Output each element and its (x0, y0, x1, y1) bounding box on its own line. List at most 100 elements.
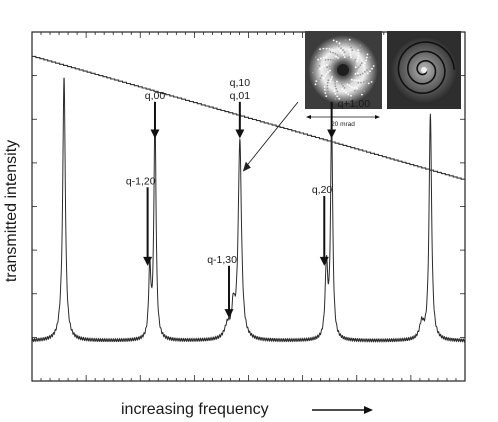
speckle (359, 64, 362, 67)
speckle (341, 52, 344, 54)
speckle (336, 90, 339, 93)
speckle (365, 59, 367, 62)
speckle (353, 61, 356, 63)
speckle (350, 78, 353, 81)
speckle (342, 49, 344, 51)
inset-pointer-arrow-icon (242, 161, 251, 172)
speckle (366, 56, 368, 59)
speckle (322, 47, 325, 50)
speckle (360, 62, 363, 65)
arrow-head-icon (150, 129, 160, 139)
speckle (338, 97, 341, 100)
annotation-arrow (143, 187, 153, 266)
speckle (354, 69, 356, 71)
speckle (351, 49, 354, 51)
annotation-arrow (319, 196, 329, 266)
speckle (327, 90, 329, 93)
speckle (349, 98, 352, 100)
annotation-label: q+1,00 (338, 98, 371, 110)
inset-scale-bar: 20 mrad (306, 115, 380, 128)
scale-bar-label: 20 mrad (331, 121, 355, 128)
speckle (350, 94, 352, 97)
speckle (343, 56, 346, 58)
speckle (331, 48, 334, 51)
speckle (330, 71, 333, 73)
speckle (357, 74, 359, 77)
annotation-label: q,20 (312, 184, 333, 196)
frequency-ramp-line (32, 55, 466, 181)
speckle (343, 87, 346, 89)
speckle (334, 59, 337, 62)
speckle (325, 95, 328, 97)
inset-pointer-line (246, 101, 299, 166)
speckle (350, 86, 353, 88)
speckle (319, 68, 321, 70)
speckle (360, 50, 363, 53)
speckle (320, 74, 323, 77)
speckle (329, 69, 331, 72)
speckle (343, 51, 346, 53)
speckle (334, 98, 337, 100)
speckle (369, 56, 372, 59)
speckle (334, 85, 337, 88)
speckle (370, 81, 373, 83)
speckle (325, 72, 328, 75)
spectrum-line (31, 77, 466, 343)
annotation-label: q-1,30 (207, 254, 237, 266)
speckle (360, 81, 362, 84)
speckle (346, 83, 349, 86)
speckle (334, 83, 336, 85)
speckle (354, 89, 356, 92)
speckle (325, 56, 328, 59)
speckle (332, 51, 334, 54)
speckle (350, 56, 352, 59)
speckle (331, 76, 333, 78)
speckle (319, 77, 322, 80)
speckle (344, 39, 347, 41)
speckle (318, 64, 321, 67)
speckle (360, 47, 362, 50)
speckle (315, 80, 318, 82)
speckle (348, 58, 350, 61)
speckle (312, 71, 314, 74)
speckle (357, 66, 360, 69)
speckle (354, 73, 357, 75)
speckle (336, 80, 338, 83)
annotation-arrow (224, 265, 234, 319)
speckle (333, 90, 336, 93)
speckle (349, 54, 352, 56)
speckle (332, 39, 335, 42)
speckled-ring-image (305, 31, 382, 109)
arrow-head-icon (143, 256, 153, 266)
speckle (346, 80, 348, 83)
speckle (325, 47, 328, 50)
speckle (354, 58, 357, 61)
speckle (352, 63, 355, 65)
speckle (348, 44, 351, 46)
speckle (353, 86, 356, 89)
speckle (341, 88, 344, 90)
speckle (327, 58, 330, 61)
speckle (327, 71, 329, 73)
speckle (319, 57, 322, 60)
speckle (364, 62, 366, 64)
speckle (347, 96, 349, 99)
frequency-ramp-trace (32, 55, 466, 181)
scale-bar-right-icon (375, 115, 380, 119)
speckle (372, 65, 375, 67)
annotation-label: q,00 (145, 90, 166, 102)
speckle (314, 83, 317, 86)
speckle (334, 92, 337, 95)
speckle (321, 66, 324, 69)
transmission-spectrum-trace (31, 77, 466, 343)
speckle (318, 80, 321, 82)
inset-beam-images: 20 mrad (242, 31, 461, 172)
speckle (337, 45, 340, 48)
speckle (348, 49, 351, 51)
speckle (324, 74, 326, 77)
speckle (322, 77, 325, 79)
speckle (340, 47, 342, 49)
speckle (354, 66, 357, 69)
speckle (358, 79, 360, 82)
speckle (335, 44, 338, 46)
